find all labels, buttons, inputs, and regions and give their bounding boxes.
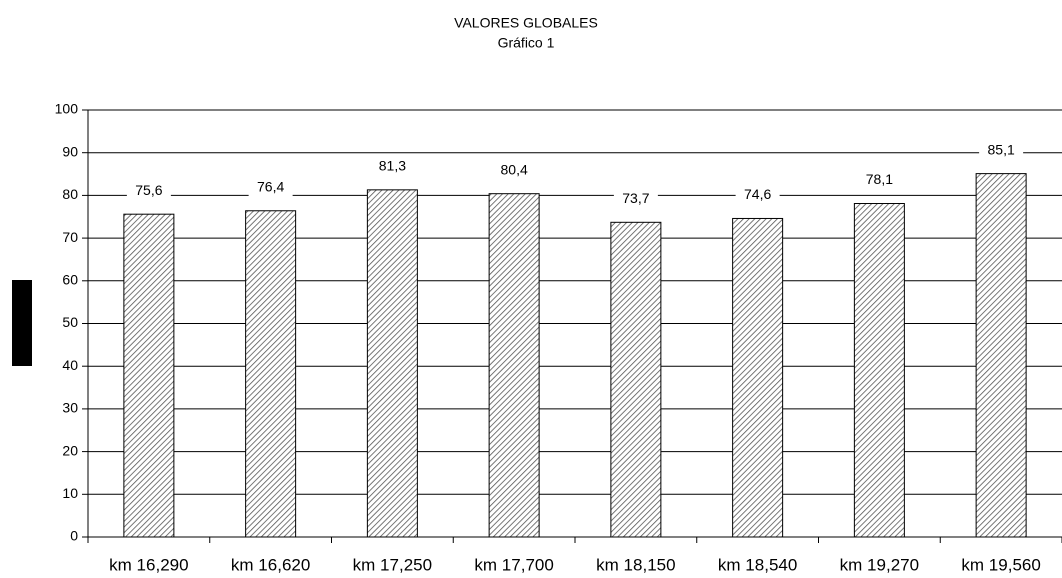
bar xyxy=(245,210,297,538)
x-tick-label: km 18,540 xyxy=(718,555,797,574)
y-tick-label: 10 xyxy=(62,485,78,501)
x-tick-label: km 16,290 xyxy=(109,555,188,574)
y-tick-label: 40 xyxy=(62,357,78,373)
value-label-bg xyxy=(735,186,780,205)
value-label: 80,4 xyxy=(501,161,528,177)
redacted-axis-label xyxy=(12,280,32,366)
y-tick-label: 50 xyxy=(62,314,78,330)
value-label: 73,7 xyxy=(622,190,649,206)
bar xyxy=(853,203,905,538)
x-tick-label: km 17,700 xyxy=(474,555,553,574)
y-tick-label: 0 xyxy=(70,528,78,544)
chart-subtitle: Gráfico 1 xyxy=(498,35,555,51)
y-tick-label: 20 xyxy=(62,442,78,458)
bar xyxy=(123,213,175,538)
x-tick-label: km 16,620 xyxy=(231,555,310,574)
y-tick-label: 80 xyxy=(62,186,78,202)
y-tick-label: 100 xyxy=(55,101,79,117)
bar xyxy=(610,221,662,538)
y-tick-label: 60 xyxy=(62,272,78,288)
value-label: 75,6 xyxy=(135,182,162,198)
value-label-bg xyxy=(126,182,171,201)
x-tick-label: km 17,250 xyxy=(353,555,432,574)
x-tick-label: km 18,150 xyxy=(596,555,675,574)
value-label: 81,3 xyxy=(379,158,406,174)
value-label: 78,1 xyxy=(866,171,893,187)
value-label-bg xyxy=(613,190,658,209)
value-label-bg xyxy=(248,178,293,197)
bar xyxy=(366,189,418,538)
value-label: 76,4 xyxy=(257,178,284,194)
value-label: 74,6 xyxy=(744,186,771,202)
value-label: 85,1 xyxy=(988,141,1015,157)
bar xyxy=(488,193,540,538)
y-tick-label: 70 xyxy=(62,229,78,245)
value-label-bg xyxy=(857,171,902,190)
y-tick-label: 30 xyxy=(62,400,78,416)
bar xyxy=(975,173,1027,538)
x-tick-label: km 19,560 xyxy=(961,555,1040,574)
x-tick-label: km 19,270 xyxy=(840,555,919,574)
value-label-bg xyxy=(979,141,1024,160)
value-label-bg xyxy=(492,161,537,180)
bar xyxy=(732,217,784,538)
y-tick-label: 90 xyxy=(62,143,78,159)
value-label-bg xyxy=(370,157,415,176)
chart-title: VALORES GLOBALES xyxy=(454,15,598,31)
